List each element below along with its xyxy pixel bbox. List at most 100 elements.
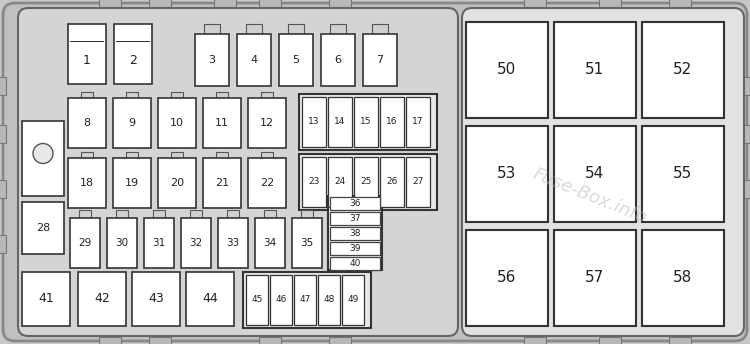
FancyBboxPatch shape xyxy=(3,3,747,341)
Text: 39: 39 xyxy=(350,244,361,253)
Bar xyxy=(153,210,165,218)
Bar xyxy=(149,337,171,344)
FancyBboxPatch shape xyxy=(18,8,458,336)
Bar xyxy=(0,235,6,253)
Text: 56: 56 xyxy=(497,270,517,286)
Bar xyxy=(227,210,239,218)
Bar xyxy=(158,158,196,208)
Bar xyxy=(144,218,174,268)
Text: 9: 9 xyxy=(128,118,136,128)
Text: 41: 41 xyxy=(38,292,54,305)
Bar xyxy=(330,212,380,225)
Bar xyxy=(248,158,286,208)
Bar xyxy=(195,34,229,86)
Bar xyxy=(79,210,91,218)
Bar xyxy=(406,97,430,147)
Text: 25: 25 xyxy=(360,178,372,186)
Text: 42: 42 xyxy=(94,292,110,305)
Text: 21: 21 xyxy=(215,178,229,188)
Bar xyxy=(113,98,151,148)
Bar xyxy=(321,34,355,86)
Bar xyxy=(328,97,352,147)
Bar xyxy=(669,337,691,344)
Bar xyxy=(22,202,64,254)
Bar xyxy=(294,275,316,325)
Text: 17: 17 xyxy=(413,118,424,127)
Text: 15: 15 xyxy=(360,118,372,127)
Text: 35: 35 xyxy=(300,238,313,248)
Text: 11: 11 xyxy=(215,118,229,128)
Text: 48: 48 xyxy=(323,295,334,304)
Bar xyxy=(354,157,378,207)
Text: 43: 43 xyxy=(148,292,164,305)
Bar xyxy=(330,257,380,270)
Text: 18: 18 xyxy=(80,178,94,188)
Bar xyxy=(299,154,437,210)
Bar xyxy=(466,230,548,326)
Text: 55: 55 xyxy=(674,166,693,182)
Text: 7: 7 xyxy=(376,55,383,65)
Bar xyxy=(216,152,228,158)
Bar xyxy=(744,180,750,198)
Text: 26: 26 xyxy=(386,178,398,186)
Bar xyxy=(288,24,304,34)
Bar xyxy=(279,34,313,86)
Text: 54: 54 xyxy=(585,166,604,182)
Bar xyxy=(114,24,152,84)
Text: 45: 45 xyxy=(251,295,262,304)
Text: 51: 51 xyxy=(585,63,604,77)
Bar xyxy=(204,24,220,34)
Text: 52: 52 xyxy=(674,63,693,77)
Bar xyxy=(299,94,437,150)
Bar xyxy=(237,34,271,86)
Bar xyxy=(70,218,100,268)
Text: 6: 6 xyxy=(334,55,341,65)
Text: 58: 58 xyxy=(674,270,693,286)
Bar xyxy=(186,272,234,326)
Bar xyxy=(78,272,126,326)
Bar xyxy=(406,157,430,207)
Bar xyxy=(330,227,380,240)
Text: 57: 57 xyxy=(585,270,604,286)
Bar xyxy=(363,34,397,86)
Bar xyxy=(68,98,106,148)
Bar xyxy=(642,22,724,118)
Bar xyxy=(99,337,121,344)
Text: 47: 47 xyxy=(299,295,310,304)
Bar xyxy=(329,337,351,344)
Text: 3: 3 xyxy=(209,55,215,65)
Bar xyxy=(246,275,268,325)
Bar xyxy=(255,218,285,268)
Bar xyxy=(554,230,636,326)
Bar xyxy=(599,337,621,344)
Bar xyxy=(466,126,548,222)
Bar xyxy=(330,197,380,210)
Text: 5: 5 xyxy=(292,55,299,65)
Bar xyxy=(70,41,104,42)
Bar xyxy=(190,210,202,218)
Text: 4: 4 xyxy=(251,55,257,65)
Text: 14: 14 xyxy=(334,118,346,127)
Bar xyxy=(642,126,724,222)
Bar xyxy=(744,125,750,143)
Bar xyxy=(372,24,388,34)
Bar xyxy=(354,97,378,147)
Text: 49: 49 xyxy=(347,295,358,304)
Bar xyxy=(264,210,276,218)
Text: 31: 31 xyxy=(152,238,166,248)
Text: 50: 50 xyxy=(497,63,517,77)
Bar xyxy=(301,210,313,218)
Text: 30: 30 xyxy=(116,238,128,248)
Bar xyxy=(181,218,211,268)
Bar xyxy=(330,24,346,34)
Bar xyxy=(171,152,183,158)
Bar xyxy=(329,0,351,7)
Bar xyxy=(669,0,691,7)
Bar xyxy=(107,218,137,268)
Bar xyxy=(744,77,750,95)
Bar xyxy=(203,98,241,148)
Bar xyxy=(246,24,262,34)
Bar xyxy=(113,158,151,208)
Bar xyxy=(0,77,6,95)
Text: 36: 36 xyxy=(350,199,361,208)
